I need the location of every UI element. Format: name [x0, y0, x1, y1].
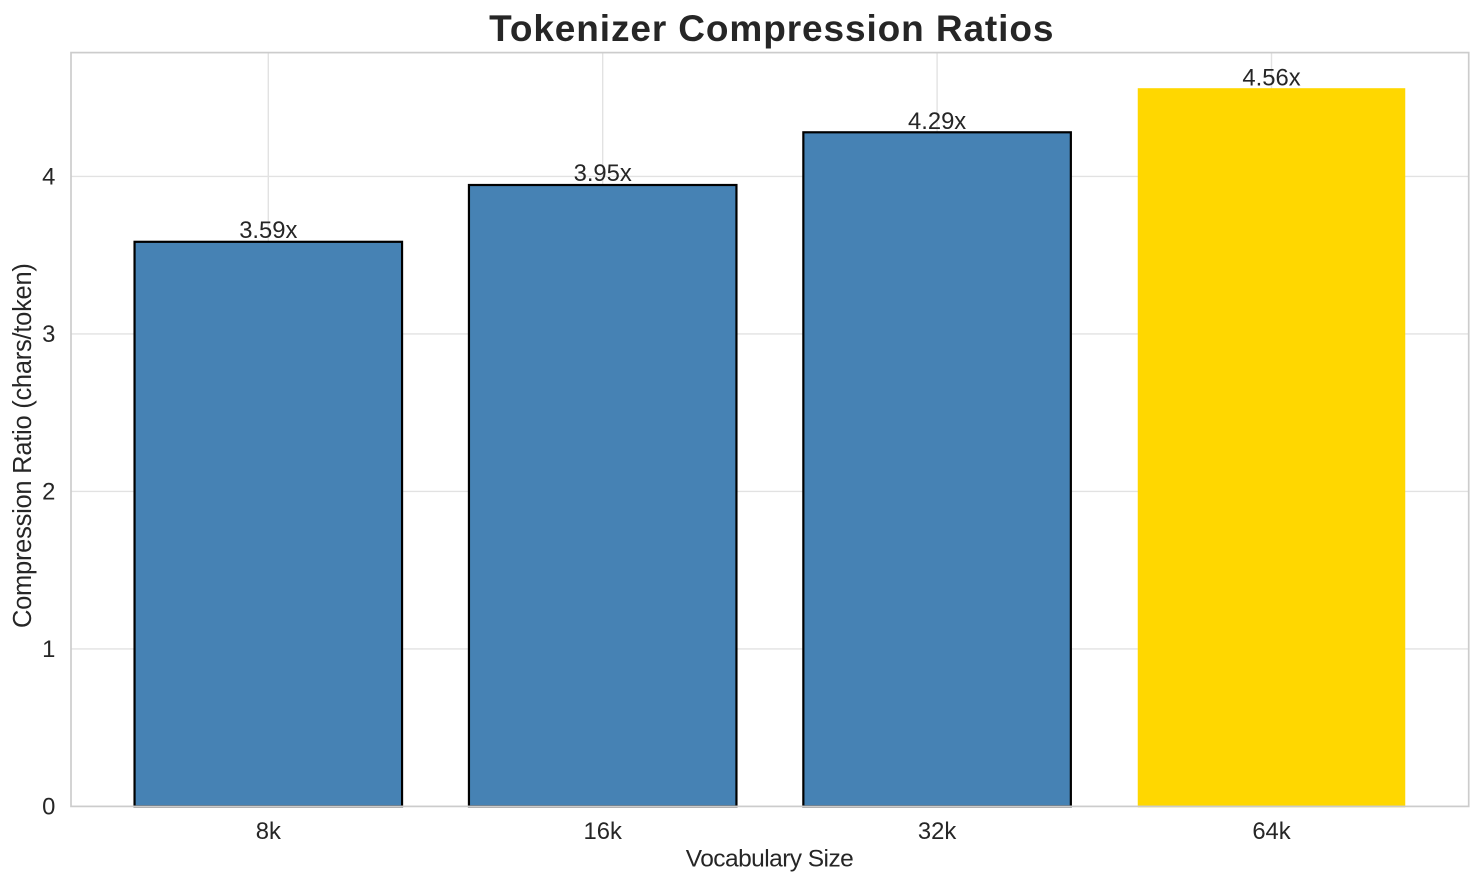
svg-text:4.56x: 4.56x — [1242, 64, 1300, 91]
svg-text:0: 0 — [42, 794, 55, 821]
svg-text:Compression Ratio (chars/token: Compression Ratio (chars/token) — [9, 263, 37, 628]
svg-text:64k: 64k — [1252, 818, 1290, 845]
svg-text:Tokenizer Compression Ratios: Tokenizer Compression Ratios — [489, 8, 1054, 49]
svg-text:8k: 8k — [256, 818, 281, 845]
svg-text:1: 1 — [42, 636, 55, 663]
svg-text:16k: 16k — [584, 818, 622, 845]
svg-text:2: 2 — [42, 479, 55, 506]
svg-text:4.29x: 4.29x — [908, 108, 966, 135]
svg-text:32k: 32k — [918, 818, 956, 845]
svg-text:3.59x: 3.59x — [239, 217, 297, 244]
svg-text:Vocabulary Size: Vocabulary Size — [686, 846, 853, 873]
svg-text:3: 3 — [42, 321, 55, 348]
svg-text:4: 4 — [42, 164, 55, 191]
svg-text:3.95x: 3.95x — [574, 160, 632, 187]
